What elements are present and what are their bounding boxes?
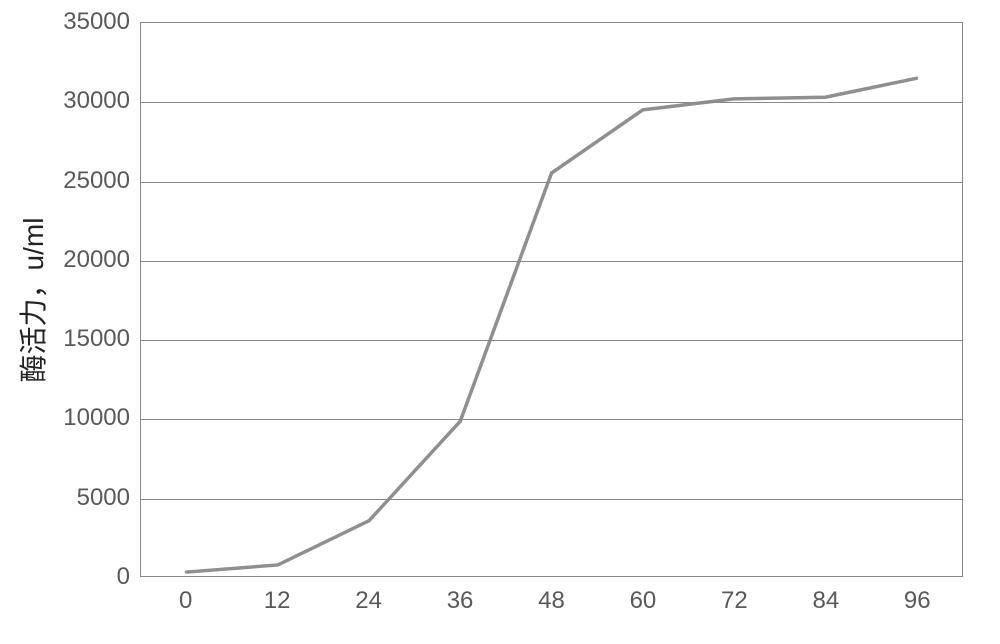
ytick-label: 25000 [63, 167, 130, 195]
xtick-label: 48 [538, 587, 565, 615]
xtick-label: 96 [904, 587, 931, 615]
ytick-label: 5000 [77, 484, 130, 512]
xtick-label: 0 [179, 587, 192, 615]
gridline [141, 340, 962, 341]
ytick-label: 0 [117, 563, 130, 591]
line-series [141, 23, 962, 576]
ytick-label: 30000 [63, 87, 130, 115]
xtick-label: 36 [447, 587, 474, 615]
xtick-label: 72 [721, 587, 748, 615]
ytick-label: 35000 [63, 8, 130, 36]
gridline [141, 499, 962, 500]
ytick-label: 15000 [63, 325, 130, 353]
enzyme-activity-chart: 酶活力，u/ml 0 5000 10000 15000 20000 25000 30000 3… [0, 0, 1000, 644]
xtick-label: 60 [630, 587, 657, 615]
xtick-label: 84 [812, 587, 839, 615]
plot-area [140, 22, 963, 577]
xtick-label: 12 [264, 587, 291, 615]
y-axis-label: 酶活力，u/ml [12, 217, 52, 382]
xtick-label: 24 [355, 587, 382, 615]
ytick-label: 20000 [63, 246, 130, 274]
gridline [141, 419, 962, 420]
ytick-label: 10000 [63, 404, 130, 432]
gridline [141, 102, 962, 103]
gridline [141, 182, 962, 183]
gridline [141, 261, 962, 262]
